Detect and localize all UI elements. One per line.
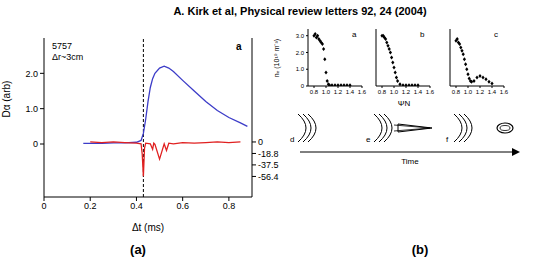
svg-text:a: a	[236, 41, 242, 52]
svg-text:c: c	[494, 30, 498, 39]
svg-text:1.2: 1.2	[476, 89, 485, 95]
svg-text:Dα (arb): Dα (arb)	[8, 81, 12, 118]
svg-text:0: 0	[258, 137, 263, 147]
svg-text:0.6: 0.6	[176, 201, 189, 211]
svg-text:f: f	[446, 135, 449, 144]
svg-text:3.0: 3.0	[296, 33, 305, 39]
svg-text:-37.5: -37.5	[258, 160, 279, 170]
svg-text:1.6: 1.6	[426, 89, 435, 95]
svg-text:0.2: 0.2	[84, 201, 97, 211]
svg-text:a: a	[352, 30, 357, 39]
svg-text:Δt (ms): Δt (ms)	[132, 222, 164, 233]
svg-text:0: 0	[41, 201, 46, 211]
svg-text:1.0: 1.0	[464, 89, 473, 95]
svg-text:1.0: 1.0	[296, 66, 305, 72]
svg-text:1.4: 1.4	[346, 89, 355, 95]
svg-text:5757: 5757	[52, 41, 72, 51]
svg-text:0.4: 0.4	[130, 201, 143, 211]
svg-text:Time: Time	[401, 157, 419, 166]
svg-text:A. Kirk et al, Physical review: A. Kirk et al, Physical review letters 9…	[173, 5, 426, 17]
svg-text:(b): (b)	[412, 242, 429, 257]
svg-text:1.6: 1.6	[500, 89, 509, 95]
svg-text:0: 0	[33, 139, 38, 149]
svg-text:0.8: 0.8	[223, 201, 236, 211]
svg-text:1.0: 1.0	[25, 104, 38, 114]
svg-text:b: b	[420, 30, 425, 39]
svg-text:d: d	[290, 135, 294, 144]
svg-text:0: 0	[301, 83, 305, 89]
svg-text:ΨN: ΨN	[398, 99, 411, 108]
svg-text:e: e	[366, 135, 371, 144]
svg-text:0.8: 0.8	[452, 89, 461, 95]
svg-text:-56.4: -56.4	[258, 172, 279, 182]
svg-text:Δr~3cm: Δr~3cm	[52, 52, 83, 62]
svg-text:1.4: 1.4	[488, 89, 497, 95]
svg-text:1.0: 1.0	[322, 89, 331, 95]
svg-text:1.2: 1.2	[402, 89, 411, 95]
svg-text:1.0: 1.0	[390, 89, 399, 95]
svg-text:nₑ (10¹⁹ m⁻³): nₑ (10¹⁹ m⁻³)	[273, 39, 281, 77]
svg-text:0.8: 0.8	[378, 89, 387, 95]
svg-text:1.6: 1.6	[358, 89, 367, 95]
svg-text:-18.8: -18.8	[258, 149, 279, 159]
svg-text:1.2: 1.2	[334, 89, 343, 95]
svg-text:(a): (a)	[130, 242, 146, 257]
svg-text:1.4: 1.4	[414, 89, 423, 95]
svg-text:2.0: 2.0	[25, 69, 38, 79]
svg-text:2.0: 2.0	[296, 50, 305, 56]
svg-text:0.8: 0.8	[310, 89, 319, 95]
